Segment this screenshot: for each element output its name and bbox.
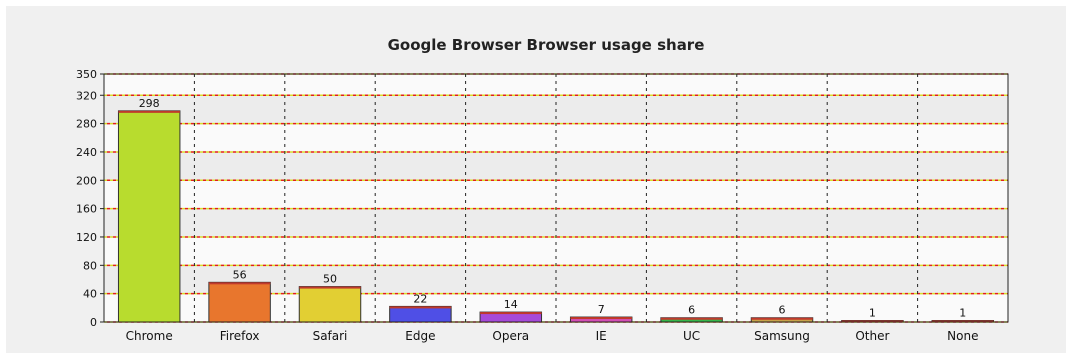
chart-title: Google Browser Browser usage share <box>388 36 705 54</box>
bar-top-firefox <box>208 282 271 285</box>
data-label: 50 <box>323 273 337 286</box>
y-tick-label: 200 <box>76 174 97 187</box>
bar-top-chrome <box>118 110 180 113</box>
category-label: Samsung <box>754 329 810 343</box>
bar-top-opera <box>480 312 542 315</box>
data-label: 14 <box>504 298 518 311</box>
y-tick-label: 240 <box>76 146 97 159</box>
category-label: UC <box>683 329 700 343</box>
data-label: 56 <box>233 268 247 281</box>
y-tick-label: 120 <box>76 231 97 244</box>
data-label: 6 <box>779 304 786 317</box>
y-tick-label: 80 <box>83 259 97 272</box>
category-label: Other <box>855 329 889 343</box>
category-label: Safari <box>313 329 348 343</box>
data-label: 1 <box>869 307 876 320</box>
y-tick-label: 0 <box>90 316 97 329</box>
data-label: 7 <box>598 303 605 316</box>
category-label: None <box>947 329 978 343</box>
bar-firefox <box>208 281 271 323</box>
bar-top-safari <box>299 286 361 289</box>
bar-top-uc <box>660 317 723 320</box>
y-tick-label: 280 <box>76 118 97 131</box>
bar-chart: Google Browser Browser usage share 0 40 80… <box>76 36 1009 343</box>
y-tick-label: 160 <box>76 203 97 216</box>
data-label: 22 <box>413 292 427 305</box>
bar-edge <box>389 305 452 323</box>
category-label: Firefox <box>220 329 260 343</box>
data-label: 1 <box>959 307 966 320</box>
category-label: IE <box>596 329 607 343</box>
bar-top-ie <box>570 317 632 320</box>
bar-chrome <box>117 110 181 323</box>
bar-top-edge <box>389 306 452 309</box>
y-tick-label: 320 <box>76 89 97 102</box>
category-label: Chrome <box>126 329 173 343</box>
y-tick-label: 350 <box>76 68 97 81</box>
chart-frame: Google Browser Browser usage share 0 40 80… <box>6 6 1066 353</box>
y-tick-label: 40 <box>83 288 97 301</box>
category-label: Edge <box>405 329 435 343</box>
data-label: 298 <box>139 97 160 110</box>
bar-top-samsung <box>751 317 813 320</box>
data-label: 6 <box>688 304 695 317</box>
category-label: Opera <box>492 329 529 343</box>
bar-safari <box>298 286 362 323</box>
plot-border <box>103 73 1009 323</box>
